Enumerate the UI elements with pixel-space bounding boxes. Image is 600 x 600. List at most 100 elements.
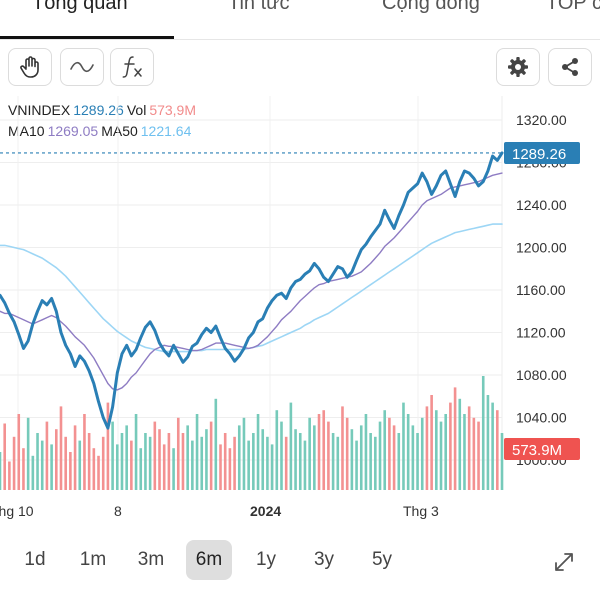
volume-bar <box>101 436 105 490</box>
hand-icon <box>20 56 39 78</box>
volume-bar <box>439 421 443 490</box>
volume-bar <box>289 402 293 490</box>
function-button[interactable] <box>110 48 154 86</box>
expand-icon <box>555 553 573 571</box>
symbol-label: VNINDEX <box>8 102 71 118</box>
volume-bar <box>336 436 340 490</box>
volume-bar <box>284 436 288 490</box>
volume-bar <box>303 440 307 490</box>
ma10-label: MA10 <box>8 123 45 139</box>
volume-bar <box>237 425 241 490</box>
tab-overview[interactable]: Tổng quan <box>32 0 128 14</box>
range-3m[interactable]: 3m <box>137 549 165 570</box>
volume-bar <box>270 444 274 490</box>
volume-bar <box>388 417 391 490</box>
volume-bar <box>359 425 363 490</box>
volume-bar <box>313 425 316 490</box>
volume-bar <box>120 433 124 490</box>
volume-bar <box>167 433 171 490</box>
volume-bar <box>477 421 480 490</box>
vol-label: Vol <box>126 102 147 118</box>
volume-bar <box>191 440 194 490</box>
volume-bar <box>491 402 494 490</box>
range-3y[interactable]: 3y <box>313 549 335 570</box>
volume-bar <box>453 387 457 490</box>
volume-bar <box>125 425 128 490</box>
volume-bar <box>308 417 311 490</box>
x-tick-label: 2024 <box>250 503 281 519</box>
volume-bar <box>214 398 218 490</box>
volume-bar <box>256 414 260 490</box>
volume-bar <box>364 414 368 490</box>
indicator-line-button[interactable] <box>60 48 104 86</box>
range-6m[interactable]: 6m <box>186 540 232 580</box>
volume-bar <box>252 433 255 490</box>
volume-bar <box>73 425 77 490</box>
x-tick-label: 8 <box>114 503 122 519</box>
tab-news[interactable]: Tin tức <box>228 0 290 14</box>
share-button[interactable] <box>548 48 592 86</box>
volume-bar <box>425 406 429 490</box>
crosshair-tool-button[interactable] <box>8 48 52 86</box>
volume-bar <box>64 436 67 490</box>
volume-bar <box>458 398 462 490</box>
volume-bar <box>228 448 232 490</box>
volume-bar <box>3 423 6 490</box>
last-volume-tag <box>504 438 580 460</box>
active-tab-indicator <box>0 36 174 39</box>
volume-bar <box>45 421 49 490</box>
last-price-tag-text: 1289.26 <box>512 146 566 163</box>
ma50-label: MA50 <box>101 123 138 139</box>
last-price-tag <box>504 141 580 164</box>
volume-bar <box>298 433 302 490</box>
price-line <box>0 151 504 430</box>
gear-icon <box>508 57 528 77</box>
volume-bar <box>40 440 44 490</box>
y-tick-label: 1120.00 <box>516 325 566 341</box>
ma-info-line: MA10 1269.05 MA50 1221.64 <box>8 123 194 139</box>
function-icon <box>122 56 142 78</box>
tab-top[interactable]: TOP c <box>546 0 600 14</box>
price-chart[interactable]: 1320.001280.001240.001200.001160.001120.… <box>0 92 600 524</box>
volume-bar <box>500 433 504 490</box>
y-tick-label: 1240.00 <box>516 197 567 213</box>
volume-bar <box>87 433 91 490</box>
volume-bar <box>327 421 330 490</box>
volume-bar <box>115 444 119 490</box>
volume-bar <box>26 417 30 490</box>
range-5y[interactable]: 5y <box>371 549 393 570</box>
volume-bar <box>472 417 476 490</box>
volume-bar <box>195 414 199 490</box>
vol-value: 573,9M <box>149 102 197 118</box>
y-tick-label: 1040.00 <box>516 410 567 426</box>
volume-bar <box>8 461 11 490</box>
volume-bar <box>369 433 372 490</box>
range-1m[interactable]: 1m <box>79 549 107 570</box>
volume-bar <box>209 421 213 490</box>
volume-bar <box>467 406 471 490</box>
y-tick-label: 1320.00 <box>516 112 567 128</box>
volume-bar <box>36 433 39 490</box>
volume-bar <box>162 444 166 490</box>
volume-bar <box>0 452 2 490</box>
volume-bar <box>331 433 335 490</box>
volume-bar <box>435 410 438 490</box>
range-1d[interactable]: 1d <box>24 549 46 570</box>
settings-button[interactable] <box>496 48 540 86</box>
volume-bar <box>219 444 222 490</box>
volume-bar <box>416 433 419 490</box>
volume-bar <box>144 433 147 490</box>
volume-bar <box>148 436 152 490</box>
range-1y[interactable]: 1y <box>255 549 277 570</box>
volume-bar <box>200 436 204 490</box>
volume-bar <box>266 436 269 490</box>
x-tick-label: Thg 10 <box>0 503 34 519</box>
range-selector: 1d 1m 3m 6m 1y 3y 5y <box>0 536 600 584</box>
volume-bar <box>280 421 283 490</box>
volume-bar <box>317 414 321 490</box>
fullscreen-button[interactable] <box>548 546 580 578</box>
price-value: 1289.26 <box>73 102 124 118</box>
tab-community[interactable]: Cộng đồng <box>382 0 480 14</box>
volume-bar <box>275 410 279 490</box>
volume-bar <box>176 417 180 490</box>
